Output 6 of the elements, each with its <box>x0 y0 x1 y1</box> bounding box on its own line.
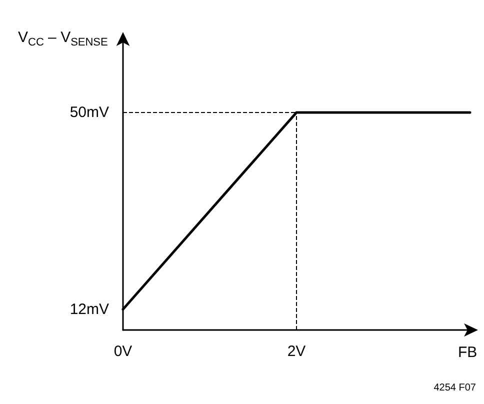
text: 4254 F07 <box>434 382 476 394</box>
x-tick-label: 2V <box>287 343 306 360</box>
y-tick-label: 12mV <box>70 300 109 318</box>
x-axis-title: FB <box>458 344 478 361</box>
y-tick-label: 50mV <box>70 104 109 121</box>
x-tick-label: 0V <box>114 343 132 360</box>
